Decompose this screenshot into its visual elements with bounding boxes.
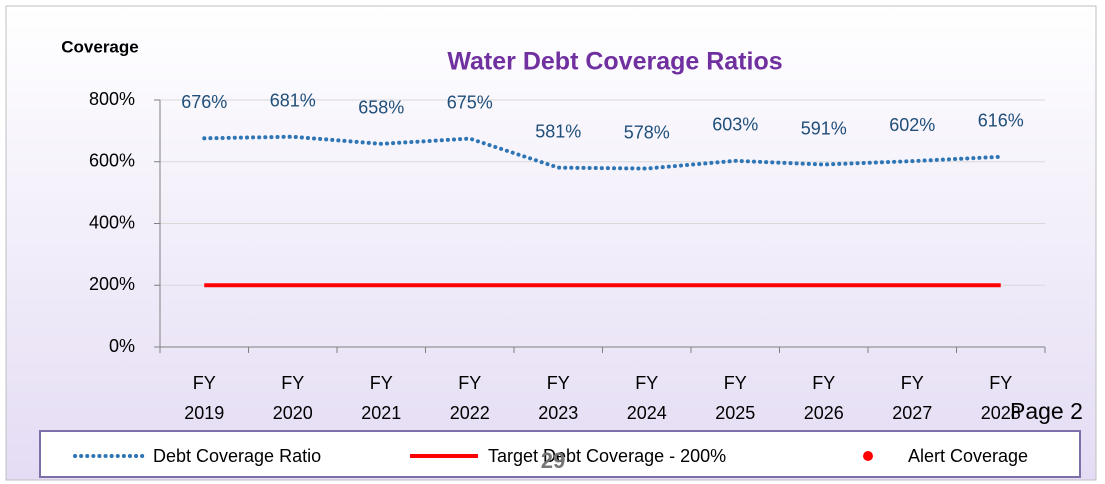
y-tick-label: 800% [89, 89, 135, 109]
y-tick-label: 200% [89, 274, 135, 294]
x-tick-label: FY 2023 [538, 373, 579, 423]
x-tick-label: FY 2020 [272, 373, 313, 423]
x-tick-label: FY 2027 [892, 373, 933, 423]
y-tick-label: 0% [109, 336, 135, 356]
data-label: 658% [358, 98, 404, 118]
legend-marker [863, 451, 873, 461]
chart-title: Water Debt Coverage Ratios [447, 48, 782, 76]
data-label: 676% [181, 92, 227, 112]
x-tick-label: FY 2019 [184, 373, 225, 423]
y-tick-label: 600% [89, 151, 135, 171]
data-label: 578% [624, 122, 670, 142]
x-tick-label: FY 2022 [449, 373, 490, 423]
legend-label: Debt Coverage Ratio [153, 446, 321, 466]
x-tick-label: FY 2024 [626, 373, 667, 423]
series-line [202, 134, 1003, 171]
x-tick-label: FY 2028 [980, 373, 1021, 423]
y-tick-label: 400% [89, 212, 135, 232]
data-label: 616% [978, 111, 1024, 131]
data-label: 581% [535, 121, 581, 141]
x-tick-label: FY 2026 [803, 373, 844, 423]
y-axis-label: Coverage [61, 37, 138, 56]
page-number: 29 [541, 448, 565, 473]
page-label: Page 2 [1010, 398, 1083, 424]
data-label: 681% [270, 90, 316, 110]
chart-frame [5, 5, 1097, 481]
legend-label: Target Debt Coverage - 200% [488, 446, 726, 466]
data-label: 591% [801, 118, 847, 138]
data-label: 675% [447, 92, 493, 112]
legend-label: Alert Coverage [908, 446, 1028, 466]
data-label: 602% [889, 115, 935, 135]
legend-box [39, 430, 1081, 478]
data-label: 603% [712, 115, 758, 135]
x-tick-label: FY 2025 [715, 373, 756, 423]
x-tick-label: FY 2021 [361, 373, 402, 423]
